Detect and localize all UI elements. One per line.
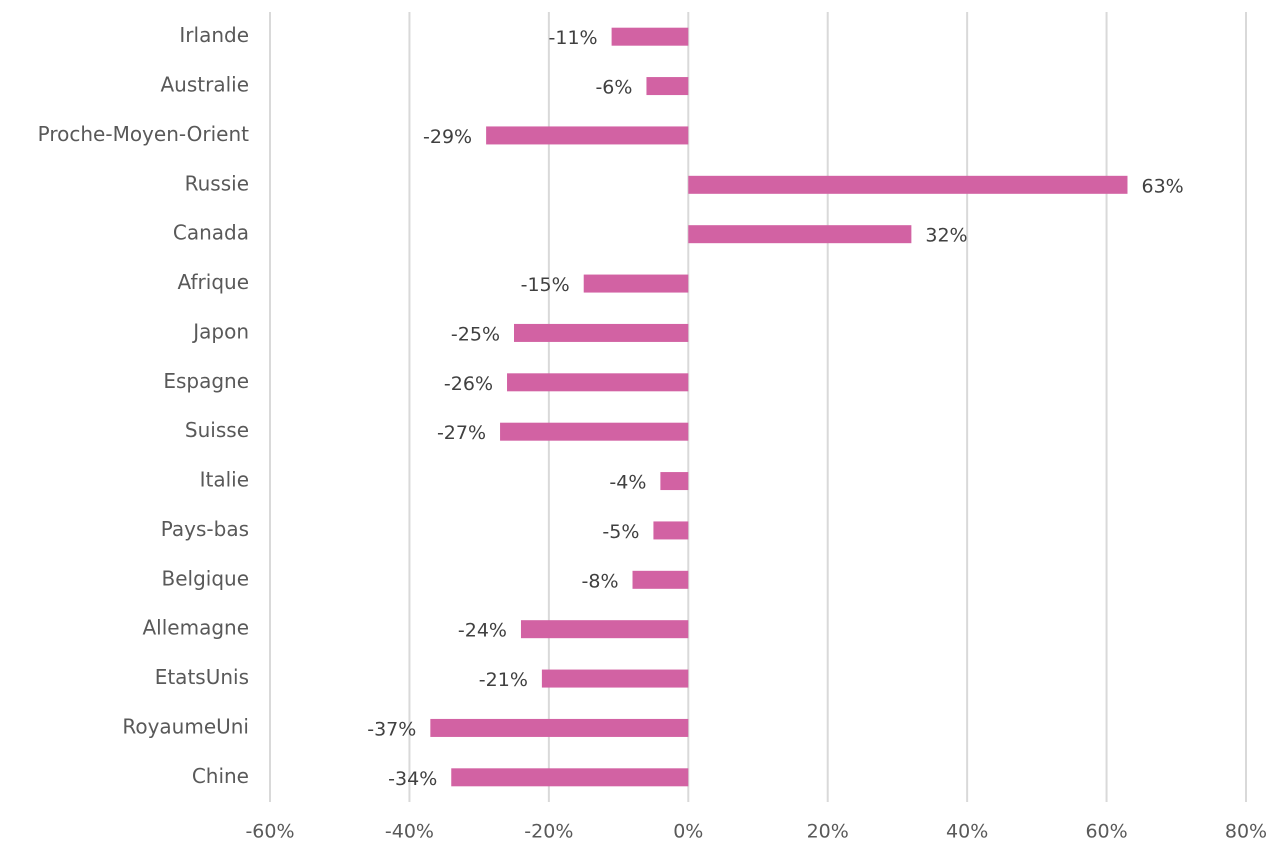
data-label: -26% bbox=[444, 373, 493, 395]
bar bbox=[451, 768, 689, 787]
bar bbox=[583, 274, 689, 293]
data-label: -37% bbox=[367, 718, 416, 740]
data-label: -29% bbox=[423, 126, 472, 148]
x-tick-label: -60% bbox=[245, 821, 294, 841]
y-tick-label: EtatsUnis bbox=[155, 665, 249, 689]
data-label: -34% bbox=[388, 768, 437, 790]
data-label: -24% bbox=[458, 620, 507, 642]
data-label: -6% bbox=[595, 77, 632, 99]
y-tick-label: Pays-bas bbox=[161, 517, 249, 541]
y-tick-label: Chine bbox=[192, 764, 249, 788]
bar bbox=[653, 521, 689, 540]
x-tick-label: 0% bbox=[673, 821, 703, 841]
data-label: -11% bbox=[549, 27, 598, 49]
bar bbox=[430, 718, 689, 737]
y-tick-label: Allemagne bbox=[142, 616, 249, 640]
y-tick-label: Suisse bbox=[185, 418, 249, 442]
bar bbox=[520, 620, 689, 639]
data-label: -5% bbox=[602, 521, 639, 543]
bar bbox=[688, 175, 1128, 194]
data-label: -27% bbox=[437, 422, 486, 444]
bar bbox=[514, 323, 689, 342]
bar bbox=[688, 225, 912, 244]
bar bbox=[486, 126, 689, 145]
x-tick-label: 20% bbox=[807, 821, 849, 841]
data-label: -21% bbox=[479, 669, 528, 691]
y-tick-label: Italie bbox=[200, 468, 249, 492]
y-tick-label: Espagne bbox=[163, 369, 249, 393]
y-tick-label: RoyaumeUni bbox=[122, 714, 249, 738]
x-tick-label: 80% bbox=[1225, 821, 1267, 841]
data-label: -25% bbox=[451, 323, 500, 345]
bar bbox=[660, 472, 689, 491]
bar bbox=[611, 27, 689, 46]
x-tick-label: 40% bbox=[946, 821, 988, 841]
y-tick-label: Proche-Moyen-Orient bbox=[38, 122, 250, 146]
y-tick-label: Australie bbox=[160, 73, 249, 97]
data-label: -15% bbox=[521, 274, 570, 296]
bar bbox=[500, 422, 689, 441]
x-tick-label: -40% bbox=[385, 821, 434, 841]
x-tick-label: 60% bbox=[1085, 821, 1127, 841]
data-label: -8% bbox=[582, 570, 619, 592]
y-tick-label: Belgique bbox=[161, 566, 249, 590]
y-tick-label: Afrique bbox=[178, 270, 249, 294]
y-tick-label: Irlande bbox=[179, 23, 249, 47]
y-tick-label: Canada bbox=[173, 221, 249, 245]
data-label: 32% bbox=[925, 225, 967, 247]
y-tick-label: Japon bbox=[191, 319, 249, 343]
bar bbox=[541, 669, 689, 688]
bar bbox=[646, 77, 689, 96]
y-tick-label: Russie bbox=[185, 171, 249, 195]
data-label: -4% bbox=[609, 472, 646, 494]
x-tick-label: -20% bbox=[524, 821, 573, 841]
bar bbox=[632, 570, 689, 589]
data-label: 63% bbox=[1141, 175, 1183, 197]
bar bbox=[507, 373, 689, 392]
